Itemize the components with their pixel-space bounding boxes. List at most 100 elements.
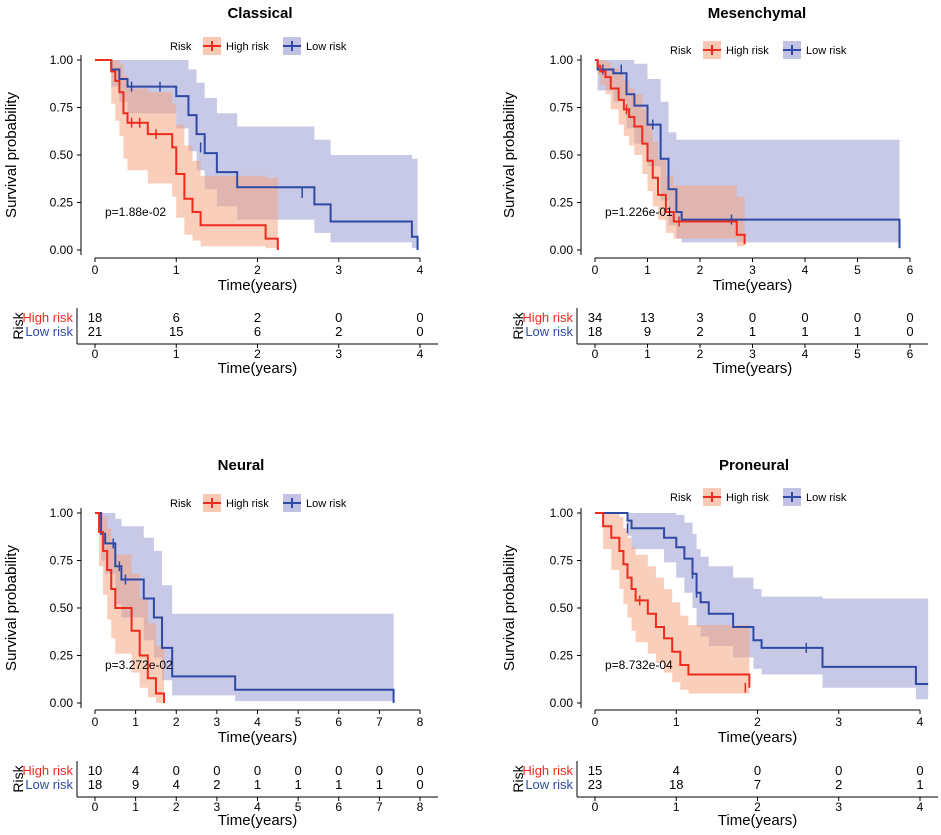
risk-count-low: 9: [132, 777, 139, 792]
x-tick-label: 4: [802, 263, 809, 277]
x-tick-label: 3: [749, 263, 756, 277]
risk-count-high: 13: [640, 310, 654, 325]
chart-title: Mesenchymal: [708, 5, 806, 22]
risk-table-row-label-low: Low risk: [25, 777, 73, 792]
risk-x-tick-label: 3: [835, 800, 842, 814]
risk-count-high: 0: [916, 763, 923, 778]
risk-count-high: 10: [88, 763, 102, 778]
risk-x-axis-label: Time(years): [218, 812, 297, 829]
risk-count-high: 0: [376, 763, 383, 778]
risk-table-title: Risk: [10, 764, 26, 792]
chart-title: Neural: [218, 457, 265, 474]
x-tick-label: 5: [295, 715, 302, 729]
legend-label-high: High risk: [726, 492, 769, 504]
legend-label-low: Low risk: [806, 492, 847, 504]
x-axis-label: Time(years): [218, 729, 297, 746]
risk-count-low: 1: [335, 777, 342, 792]
x-tick-label: 6: [335, 715, 342, 729]
x-tick-label: 3: [214, 715, 221, 729]
y-tick-label: 0.75: [50, 101, 74, 115]
risk-count-low: 7: [754, 777, 761, 792]
y-axis-label: Survival probability: [3, 545, 20, 671]
legend-label-high: High risk: [226, 498, 269, 510]
risk-count-low: 9: [644, 324, 651, 339]
risk-table-row-label-high: High risk: [522, 310, 573, 325]
risk-x-axis-label: Time(years): [713, 360, 792, 377]
legend-title: Risk: [670, 45, 692, 57]
legend-title: Risk: [170, 41, 192, 53]
survival-curve-high-risk: [95, 59, 279, 250]
risk-x-tick-label: 0: [592, 347, 599, 361]
risk-count-high: 0: [749, 310, 756, 325]
y-tick-label: 0.75: [550, 554, 574, 568]
survival-curve-high-risk: [595, 512, 751, 688]
risk-x-axis-label: Time(years): [718, 812, 797, 829]
risk-x-tick-label: 1: [673, 800, 680, 814]
y-tick-label: 0.50: [550, 148, 574, 162]
risk-count-high: 4: [132, 763, 139, 778]
legend: Risk High risk Low risk: [670, 41, 847, 59]
risk-count-high: 34: [588, 310, 602, 325]
risk-count-high: 15: [588, 763, 602, 778]
risk-count-high: 0: [835, 763, 842, 778]
risk-table-row-label-low: Low risk: [25, 324, 73, 339]
risk-count-low: 18: [88, 777, 102, 792]
risk-count-low: 0: [416, 324, 423, 339]
risk-count-high: 0: [906, 310, 913, 325]
x-tick-label: 4: [254, 715, 261, 729]
risk-x-tick-label: 0: [92, 800, 99, 814]
x-axis-label: Time(years): [718, 729, 797, 746]
confidence-band-low-risk: [595, 513, 929, 700]
risk-count-low: 4: [173, 777, 180, 792]
confidence-band-low-risk: [95, 513, 394, 703]
survival-curve-high-risk: [595, 59, 746, 245]
risk-count-high: 0: [335, 310, 342, 325]
p-value-label: p=8.732e-04: [605, 658, 673, 672]
x-tick-label: 5: [854, 263, 861, 277]
risk-x-tick-label: 2: [254, 347, 261, 361]
risk-x-tick-label: 3: [335, 347, 342, 361]
x-tick-label: 2: [173, 715, 180, 729]
risk-x-tick-label: 4: [917, 800, 924, 814]
y-tick-label: 0.50: [50, 148, 74, 162]
risk-count-high: 2: [254, 310, 261, 325]
x-tick-label: 6: [907, 263, 914, 277]
y-tick-label: 0.00: [550, 696, 574, 710]
risk-x-tick-label: 1: [644, 347, 651, 361]
risk-count-low: 2: [835, 777, 842, 792]
risk-count-low: 0: [906, 324, 913, 339]
risk-table-title: Risk: [510, 764, 526, 792]
p-value-label: p=1.88e-02: [105, 205, 166, 219]
risk-count-high: 3: [696, 310, 703, 325]
risk-count-low: 1: [295, 777, 302, 792]
risk-count-low: 2: [696, 324, 703, 339]
risk-count-high: 18: [88, 310, 102, 325]
legend-label-low: Low risk: [306, 41, 347, 53]
x-tick-label: 7: [376, 715, 383, 729]
x-axis-label: Time(years): [218, 277, 297, 294]
risk-count-low: 1: [376, 777, 383, 792]
risk-count-low: 15: [169, 324, 183, 339]
risk-table-row-label-high: High risk: [22, 310, 73, 325]
y-tick-label: 1.00: [50, 53, 74, 67]
x-tick-label: 1: [644, 263, 651, 277]
y-tick-label: 0.75: [550, 101, 574, 115]
risk-count-high: 0: [416, 763, 423, 778]
risk-count-low: 1: [749, 324, 756, 339]
legend-title: Risk: [170, 498, 192, 510]
confidence-band-high-risk: [95, 60, 278, 250]
confidence-band-high-risk: [595, 513, 750, 700]
y-tick-label: 0.25: [50, 649, 74, 663]
risk-count-high: 0: [335, 763, 342, 778]
risk-x-tick-label: 6: [335, 800, 342, 814]
risk-count-high: 0: [173, 763, 180, 778]
legend: Risk High risk Low risk: [170, 37, 347, 55]
